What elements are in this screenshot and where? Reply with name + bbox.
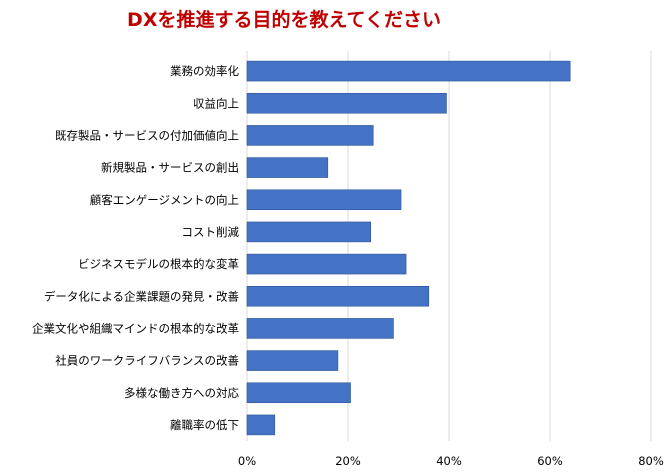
bar: [246, 157, 329, 178]
category-label: データ化による企業課題の発見・改善: [44, 289, 239, 303]
category-label: 収益向上: [193, 96, 239, 110]
category-label: 既存製品・サービスの付加価値向上: [55, 128, 239, 142]
x-tick-label: 80%: [638, 454, 664, 468]
x-tick-label: 20%: [335, 454, 361, 468]
x-tick-label: 60%: [537, 454, 563, 468]
bar: [246, 285, 430, 307]
category-label: 社員のワークライフバランスの改善: [55, 354, 239, 368]
x-tick-label: 40%: [436, 454, 462, 468]
bar: [246, 318, 394, 339]
category-label: 離職率の低下: [170, 418, 239, 432]
bar: [246, 221, 372, 243]
category-label: コスト削減: [182, 225, 240, 239]
bar: [246, 60, 571, 82]
bar: [246, 414, 276, 436]
category-label: 業務の効率化: [170, 64, 239, 78]
x-axis-tick-labels: 0% 20% 40% 60% 80%: [238, 454, 664, 468]
chart-title: DXを推進する目的を教えてください: [127, 8, 441, 31]
bar: [246, 382, 351, 404]
category-label: 多様な働き方への対応: [124, 386, 239, 400]
category-label: 顧客エンゲージメントの向上: [90, 193, 239, 207]
category-label: 企業文化や組織マインドの根本的な改革: [32, 321, 239, 335]
bar: [246, 253, 407, 275]
bars: [246, 60, 571, 436]
category-labels: 業務の効率化収益向上既存製品・サービスの付加価値向上新規製品・サービスの創出顧客…: [32, 64, 239, 432]
x-tick-label: 0%: [238, 454, 256, 468]
bar: [246, 189, 402, 211]
bar: [246, 125, 374, 146]
category-label: 新規製品・サービスの創出: [101, 161, 239, 175]
bar: [246, 92, 447, 114]
gridlines: [246, 51, 652, 441]
category-label: ビジネスモデルの根本的な変革: [78, 257, 239, 271]
bar: [246, 350, 339, 371]
